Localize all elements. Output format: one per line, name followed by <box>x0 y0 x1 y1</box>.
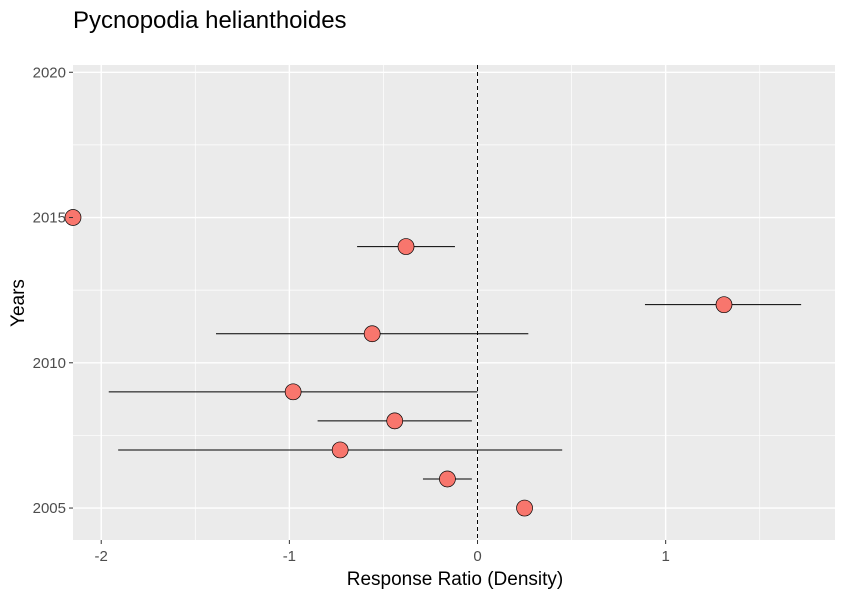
data-point-2009 <box>284 383 302 401</box>
data-point-2005 <box>516 499 533 517</box>
data-point-2008 <box>386 412 404 430</box>
data-points <box>64 209 733 517</box>
y-tick-label: 2005 <box>33 500 66 517</box>
chart-title: Pycnopodia helianthoides <box>73 7 347 34</box>
x-axis-title: Response Ratio (Density) <box>347 569 563 590</box>
x-tick-label: 1 <box>661 548 669 565</box>
x-tick-label: 0 <box>473 548 481 565</box>
data-point-2011 <box>363 325 381 343</box>
y-tick-label: 2015 <box>33 210 66 227</box>
data-point-2006 <box>439 470 456 488</box>
data-point-2014 <box>397 238 415 255</box>
data-point-2007 <box>331 441 349 459</box>
plot-panel <box>73 65 835 540</box>
y-tick-label: 2010 <box>33 355 66 372</box>
axes: -2 -1 0 1 2005 2010 2015 2020 <box>33 64 670 565</box>
y-tick-label: 2020 <box>33 64 66 81</box>
data-point-2012 <box>715 296 733 314</box>
y-axis-title: Years <box>8 279 29 327</box>
x-tick-label: -2 <box>95 548 108 565</box>
x-tick-label: -1 <box>283 548 296 565</box>
